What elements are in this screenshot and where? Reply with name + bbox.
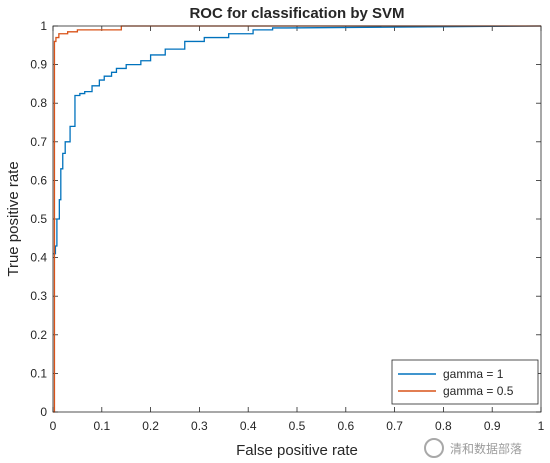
x-tick-label: 0.4	[240, 419, 257, 433]
x-tick-label: 0.6	[337, 419, 354, 433]
series-layer	[53, 25, 542, 413]
y-tick-label: 0.2	[30, 328, 47, 342]
x-tick-label: 0.2	[142, 419, 159, 433]
y-tick-label: 0.6	[30, 173, 47, 187]
y-tick-label: 0	[40, 405, 47, 419]
watermark-text: 清和数据部落	[450, 441, 523, 456]
x-tick-label: 0.1	[93, 419, 110, 433]
legend: gamma = 1 gamma = 0.5	[391, 359, 539, 405]
x-ticks: 0 0.1 0.2 0.3 0.4 0.5 0.6 0.7 0.8 0.9 1	[50, 26, 545, 433]
x-tick-label: 0.9	[484, 419, 501, 433]
legend-box	[391, 359, 539, 405]
plot-area	[53, 26, 541, 412]
y-tick-label: 0.7	[30, 135, 47, 149]
x-tick-label: 0.7	[386, 419, 403, 433]
watermark-logo-icon	[424, 438, 444, 458]
y-axis-label: True positive rate	[5, 161, 22, 276]
y-tick-label: 0.5	[30, 212, 47, 226]
y-tick-label: 0.9	[30, 58, 47, 72]
legend-label-2: gamma = 0.5	[443, 384, 514, 398]
series-line-1	[53, 25, 542, 255]
x-tick-label: 0.8	[435, 419, 452, 433]
y-ticks: 0 0.1 0.2 0.3 0.4 0.5 0.6 0.7 0.8 0.9 1	[30, 19, 541, 419]
x-tick-label: 0.5	[289, 419, 306, 433]
plot-frame	[52, 25, 542, 413]
series-line-2	[53, 25, 541, 413]
legend-label-1: gamma = 1	[443, 367, 504, 381]
x-tick-label: 0.3	[191, 419, 208, 433]
x-tick-label: 1	[538, 419, 545, 433]
watermark: 清和数据部落	[424, 437, 544, 459]
x-tick-label: 0	[50, 419, 57, 433]
x-axis-label: False positive rate	[236, 442, 358, 459]
y-tick-label: 0.8	[30, 96, 47, 110]
y-tick-label: 0.1	[30, 366, 47, 380]
y-tick-label: 1	[40, 19, 47, 33]
y-tick-label: 0.3	[30, 289, 47, 303]
y-tick-label: 0.4	[30, 251, 47, 265]
chart-title: ROC for classification by SVM	[189, 5, 404, 22]
